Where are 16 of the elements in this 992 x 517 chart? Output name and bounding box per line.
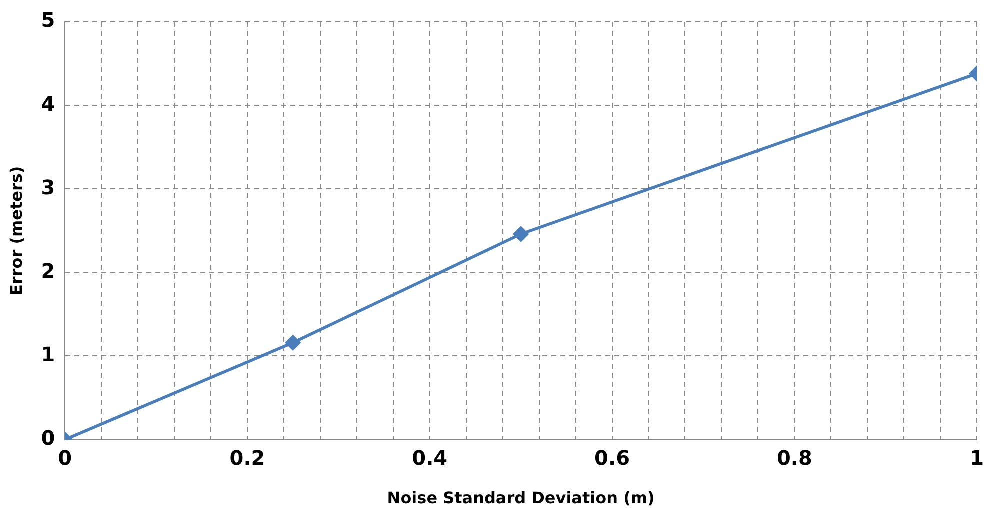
y-tick-label: 4 <box>41 92 56 116</box>
x-tick-label: 0.6 <box>594 446 630 470</box>
x-tick-label: 1 <box>970 446 984 470</box>
point <box>286 335 301 350</box>
x-axis-title: Noise Standard Deviation (m) <box>387 488 655 508</box>
x-tick-label: 0 <box>58 446 72 470</box>
point <box>514 226 529 242</box>
y-axis-title: Error (meters) <box>6 166 26 296</box>
x-tick-label: 0.8 <box>776 446 812 470</box>
y-tick-label: 3 <box>41 175 56 200</box>
y-tick-label: 1 <box>41 342 56 366</box>
y-tick-label: 0 <box>41 426 56 450</box>
x-tick-label: 0.2 <box>230 446 266 470</box>
y-tick-label: 2 <box>41 258 56 283</box>
y-tick-label: 5 <box>41 8 56 32</box>
x-tick-label: 0.4 <box>412 446 448 470</box>
